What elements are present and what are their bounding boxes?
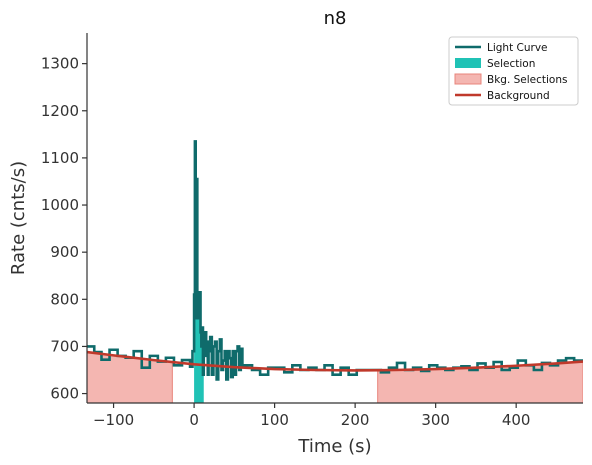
y-tick-label: 1300 [41,55,79,73]
x-ticks: −100 0 100 200 300 400 [93,403,531,429]
legend-frame [448,36,579,106]
x-tick-label: 100 [260,411,289,429]
x-axis-label: Time (s) [297,436,371,457]
y-tick-label: 1100 [41,149,79,167]
light-curve-line [87,140,583,381]
legend-swatch-patch [454,73,482,85]
axes [86,33,583,404]
legend-label: Background [487,90,550,102]
y-tick-label: 1200 [41,102,79,120]
x-tick-label: 300 [421,411,450,429]
y-tick-label: 1000 [41,196,79,214]
y-tick-label: 900 [50,243,79,261]
light-curve-layer [87,140,583,381]
x-tick-label: −100 [93,411,134,429]
chart-title: n8 [324,8,347,29]
y-tick-label: 600 [50,385,79,403]
legend-label: Light Curve [487,42,548,54]
background-model-line [87,350,583,372]
legend-swatch-patch [455,58,481,68]
legend-label: Bkg. Selections [487,74,567,86]
y-tick-label: 700 [50,337,79,355]
x-tick-label: 0 [189,411,199,429]
x-tick-label: 200 [341,411,370,429]
y-axis-label: Rate (cnts/s) [8,161,29,275]
legend: Light Curve Selection Bkg. Selections Backg… [448,36,579,106]
x-tick-label: 400 [502,411,531,429]
legend-label: Selection [487,58,535,70]
y-tick-label: 800 [50,290,79,308]
y-ticks: 600 700 800 900 1000 1100 1200 1300 [41,55,87,403]
background-layer [87,350,583,372]
